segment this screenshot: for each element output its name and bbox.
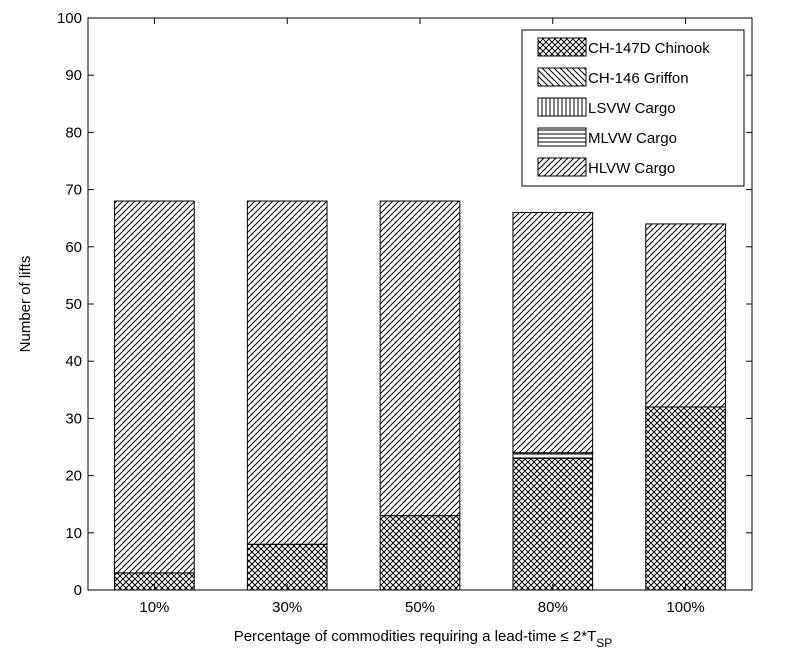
legend-swatch xyxy=(537,157,587,177)
legend-label: MLVW Cargo xyxy=(588,130,677,147)
bar-stacks xyxy=(114,200,726,591)
axes: 0 10 20 30 40 50 60 70 80 90 100 10% 30% 50% 80% 100% xyxy=(57,10,752,616)
y-tick-label: 90 xyxy=(65,67,82,84)
legend-label: HLVW Cargo xyxy=(588,160,675,177)
y-tick-label: 40 xyxy=(65,353,82,370)
bar-segment-1-4 xyxy=(512,457,594,591)
x-tick-label: 30% xyxy=(272,599,302,616)
legend-swatch xyxy=(537,67,587,87)
bar-segment-1-5 xyxy=(645,406,726,591)
y-tick-label: 100 xyxy=(57,10,82,27)
x-axis-label-subscript: SP xyxy=(596,636,612,650)
x-axis-label: Percentage of commodities requiring a le… xyxy=(234,628,613,650)
y-axis-label: Number of lifts xyxy=(17,256,34,353)
legend-label: CH-146 Griffon xyxy=(588,70,689,87)
y-tick-label: 50 xyxy=(65,296,82,313)
bar-segment-1-3 xyxy=(379,515,461,591)
y-tick-label: 0 xyxy=(74,582,82,599)
y-tick-label: 60 xyxy=(65,239,82,256)
legend-label: LSVW Cargo xyxy=(588,100,676,117)
legend-swatch xyxy=(537,37,587,57)
y-tick-label: 80 xyxy=(65,124,82,141)
bar-segment-5-3 xyxy=(379,200,461,517)
y-tick-label: 10 xyxy=(65,525,82,542)
x-tick-label: 10% xyxy=(139,599,169,616)
bar-segment-1-2 xyxy=(246,543,328,591)
x-tick-label: 100% xyxy=(666,599,704,616)
legend-swatch xyxy=(537,127,587,147)
y-tick-label: 20 xyxy=(65,468,82,485)
x-axis-label-main: Percentage of commodities requiring a le… xyxy=(234,628,597,645)
bar-segment-4-4 xyxy=(512,452,594,459)
bar-segment-5-1 xyxy=(114,200,195,574)
bar-segment-5-2 xyxy=(246,200,328,545)
x-tick-label: 50% xyxy=(405,599,435,616)
y-tick-label: 70 xyxy=(65,182,82,199)
legend-swatch xyxy=(537,97,587,117)
x-tick-label: 80% xyxy=(538,599,568,616)
bar-segment-5-5 xyxy=(645,223,726,408)
y-tick-label: 30 xyxy=(65,410,82,427)
legend-label: CH-147D Chinook xyxy=(588,40,710,57)
legend: CH-147D Chinook CH-146 Griffon LSVW Cargo M… xyxy=(521,29,745,187)
bar-segment-5-4 xyxy=(512,211,594,454)
